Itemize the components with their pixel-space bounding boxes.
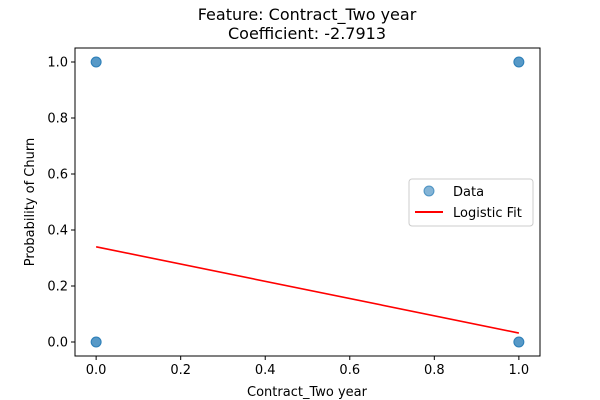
chart-subtitle: Coefficient: -2.7913: [228, 24, 386, 43]
y-tick-label: 1.0: [47, 56, 68, 71]
logistic-fit-line: [95, 246, 520, 334]
plot-frame: [74, 47, 541, 357]
y-axis-label: Probability of Churn: [23, 138, 38, 266]
x-axis: 0.0 0.2 0.4 0.6 0.8 1.0: [86, 356, 529, 378]
y-tick-label: 0.4: [47, 224, 68, 239]
x-tick-label: 0.2: [170, 363, 191, 378]
y-tick-label: 0.8: [47, 112, 68, 127]
x-tick-label: 1.0: [509, 363, 530, 378]
data-point: [90, 336, 102, 348]
legend: Data Logistic Fit: [408, 178, 534, 227]
y-axis: 0.0 0.2 0.4 0.6 0.8 1.0: [47, 56, 75, 351]
data-point: [513, 336, 525, 348]
legend-marker-data: [423, 185, 435, 197]
x-tick-label: 0.8: [424, 363, 445, 378]
legend-label-data: Data: [453, 185, 484, 200]
plot-area: [90, 56, 525, 348]
x-tick-label: 0.4: [255, 363, 276, 378]
legend-label-logistic-fit: Logistic Fit: [453, 206, 522, 221]
data-point: [513, 56, 525, 68]
chart-title: Feature: Contract_Two year: [198, 5, 417, 25]
data-point: [90, 56, 102, 68]
y-tick-label: 0.6: [47, 168, 68, 183]
x-axis-label: Contract_Two year: [247, 385, 368, 400]
legend-box: [408, 178, 534, 227]
y-tick-label: 0.0: [47, 336, 68, 351]
y-tick-label: 0.2: [47, 280, 68, 295]
x-tick-label: 0.0: [86, 363, 107, 378]
x-tick-label: 0.6: [339, 363, 360, 378]
